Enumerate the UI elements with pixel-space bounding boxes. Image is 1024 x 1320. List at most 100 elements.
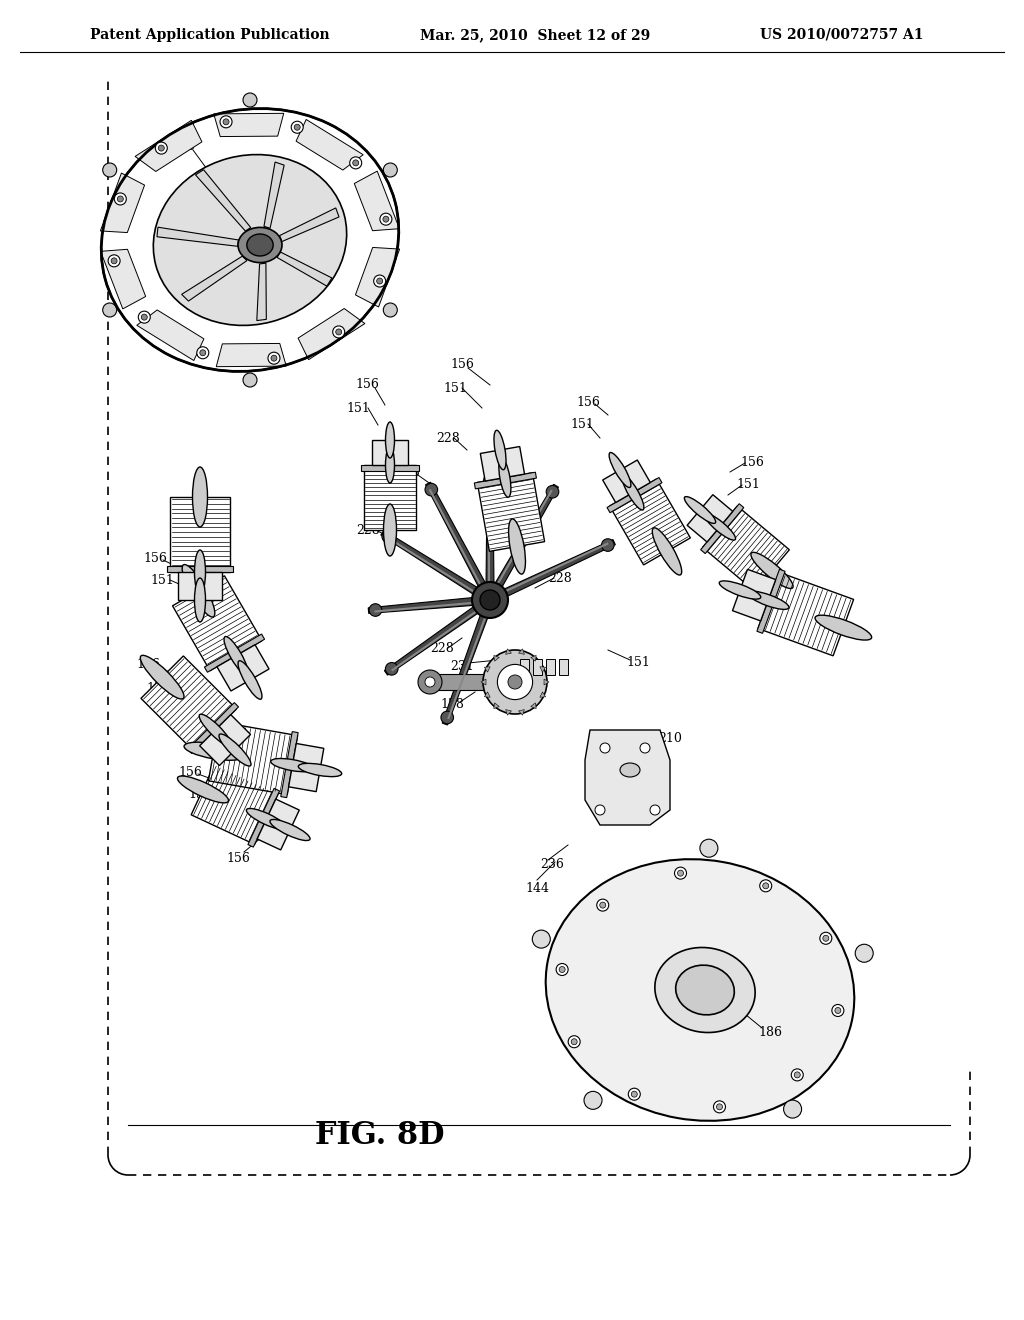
Circle shape <box>383 304 397 317</box>
Ellipse shape <box>620 763 640 777</box>
Ellipse shape <box>815 615 871 640</box>
Circle shape <box>483 593 497 607</box>
Circle shape <box>717 1104 723 1110</box>
Text: 231: 231 <box>451 660 474 672</box>
Polygon shape <box>135 120 202 172</box>
Text: 186: 186 <box>171 140 195 153</box>
Polygon shape <box>442 591 497 725</box>
Text: 156: 156 <box>740 455 764 469</box>
Circle shape <box>383 162 397 177</box>
Polygon shape <box>494 702 500 709</box>
Circle shape <box>380 213 392 226</box>
Bar <box>534 659 542 675</box>
Circle shape <box>675 867 686 879</box>
Ellipse shape <box>623 475 644 510</box>
Circle shape <box>763 883 769 888</box>
Polygon shape <box>483 484 558 609</box>
Circle shape <box>792 1069 803 1081</box>
Polygon shape <box>278 252 332 286</box>
Text: 151: 151 <box>736 479 760 491</box>
Polygon shape <box>518 710 524 715</box>
Circle shape <box>556 964 568 975</box>
Polygon shape <box>100 249 145 309</box>
Polygon shape <box>585 730 670 825</box>
Polygon shape <box>506 649 511 655</box>
Ellipse shape <box>546 859 854 1121</box>
Text: Mar. 25, 2010  Sheet 12 of 29: Mar. 25, 2010 Sheet 12 of 29 <box>420 28 650 42</box>
Polygon shape <box>540 692 546 697</box>
Polygon shape <box>609 479 690 565</box>
Ellipse shape <box>499 458 511 498</box>
Ellipse shape <box>247 808 287 829</box>
Circle shape <box>243 92 257 107</box>
Text: US 2010/0072757 A1: US 2010/0072757 A1 <box>760 28 924 42</box>
Text: 156: 156 <box>451 359 474 371</box>
Circle shape <box>532 931 550 948</box>
Circle shape <box>333 326 345 338</box>
Ellipse shape <box>238 661 262 700</box>
Ellipse shape <box>193 467 208 527</box>
Circle shape <box>115 193 126 205</box>
Polygon shape <box>209 722 298 795</box>
Polygon shape <box>384 593 498 675</box>
Polygon shape <box>481 678 486 685</box>
Circle shape <box>835 1007 841 1014</box>
Ellipse shape <box>182 565 215 616</box>
Polygon shape <box>167 566 233 572</box>
Polygon shape <box>355 247 399 308</box>
Circle shape <box>200 350 206 356</box>
Text: Patent Application Publication: Patent Application Publication <box>90 28 330 42</box>
Polygon shape <box>540 667 546 672</box>
Circle shape <box>498 664 532 700</box>
Circle shape <box>111 257 117 264</box>
Polygon shape <box>257 263 266 321</box>
Ellipse shape <box>385 422 394 458</box>
Circle shape <box>220 116 232 128</box>
Polygon shape <box>485 473 495 607</box>
Polygon shape <box>687 495 733 543</box>
Circle shape <box>369 603 382 616</box>
Circle shape <box>595 805 605 814</box>
Circle shape <box>559 966 565 973</box>
Circle shape <box>483 593 497 607</box>
Circle shape <box>600 743 610 752</box>
Polygon shape <box>757 569 785 634</box>
Polygon shape <box>281 731 298 797</box>
Circle shape <box>483 474 497 486</box>
Polygon shape <box>257 799 299 850</box>
Circle shape <box>109 255 120 267</box>
Text: 158: 158 <box>440 698 464 711</box>
Circle shape <box>441 711 454 723</box>
Circle shape <box>483 593 497 607</box>
Circle shape <box>197 347 209 359</box>
Text: 156: 156 <box>178 766 202 779</box>
Polygon shape <box>196 170 251 231</box>
Polygon shape <box>369 595 498 614</box>
Polygon shape <box>157 227 239 247</box>
Polygon shape <box>181 256 247 301</box>
Ellipse shape <box>705 513 735 540</box>
Polygon shape <box>484 692 490 697</box>
Bar <box>559 659 568 675</box>
Circle shape <box>268 352 280 364</box>
Circle shape <box>382 531 394 543</box>
Circle shape <box>855 944 873 962</box>
Circle shape <box>138 312 151 323</box>
Circle shape <box>336 329 342 335</box>
Circle shape <box>678 870 683 876</box>
Text: 156: 156 <box>143 552 167 565</box>
Circle shape <box>714 1101 725 1113</box>
Circle shape <box>472 582 508 618</box>
Bar <box>520 659 529 675</box>
Polygon shape <box>364 465 416 531</box>
Ellipse shape <box>101 108 398 371</box>
Circle shape <box>601 539 614 552</box>
Circle shape <box>223 119 229 125</box>
Text: 151: 151 <box>188 788 212 801</box>
Ellipse shape <box>751 552 794 589</box>
Polygon shape <box>474 473 537 488</box>
Circle shape <box>159 145 164 150</box>
Circle shape <box>483 593 497 607</box>
Circle shape <box>640 743 650 752</box>
Circle shape <box>783 1100 802 1118</box>
